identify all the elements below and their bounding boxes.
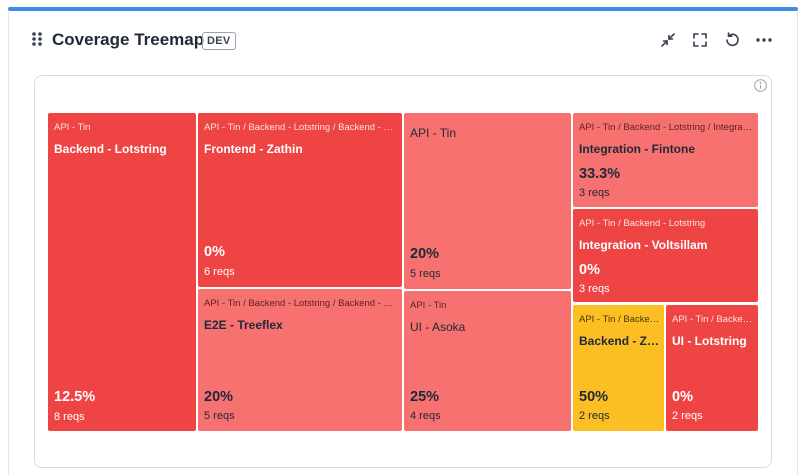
tile-reqs: 5 reqs [204,410,235,422]
tile-path: API - Tin / Backend - Zathin [579,314,660,325]
treemap-tile[interactable]: API - Tin 20% 5 reqs [404,113,571,289]
tile-coverage: 0% [672,389,693,405]
tile-name: UI - Asoka [410,320,466,334]
tile-name: Backend - Lotstring [54,142,167,156]
tile-reqs: 2 reqs [672,410,703,422]
tile-coverage: 50% [579,389,609,405]
tile-coverage: 33.3% [579,166,621,182]
treemap-tile[interactable]: API - Tin UI - Asoka 25% 4 reqs [404,291,571,431]
collapse-icon[interactable] [657,29,679,51]
tile-reqs: 3 reqs [579,283,610,295]
tile-reqs: 3 reqs [579,187,610,199]
tile-coverage: 25% [410,389,440,405]
tile-name: Integration - Fintone [579,142,695,156]
drag-handle-icon[interactable] [31,31,43,47]
tile-path: API - Tin / Backend - Lotstring / Backen… [204,298,398,309]
tile-name: API - Tin [410,126,457,140]
widget-title: Coverage Treemap [52,30,205,49]
more-icon[interactable] [753,29,775,51]
treemap-tile[interactable]: API - Tin / Backend - Lotstring / Backen… [198,113,402,287]
tile-path: API - Tin / Backend - Lotstring [579,218,706,229]
treemap-tile[interactable]: API - Tin Backend - Lotstring 12.5% 8 re… [48,113,196,431]
refresh-icon[interactable] [721,29,743,51]
tile-coverage: 0% [579,262,600,278]
tile-coverage: 20% [410,246,440,262]
tile-name: Integration - Voltsillam [579,238,708,252]
treemap-tile[interactable]: API - Tin / Backend - Lotstring / Backen… [198,289,402,431]
tile-path: API - Tin / Backend - Lotstring / Integr… [579,122,754,133]
treemap-tile[interactable]: API - Tin / Backend - Lotstring UI - Lot… [666,305,758,431]
tile-path: API - Tin / Backend - Lotstring / Backen… [204,122,398,133]
top-accent-bar [8,7,798,11]
info-icon[interactable] [754,79,767,92]
tile-reqs: 8 reqs [54,411,85,423]
treemap-tile[interactable]: API - Tin / Backend - Lotstring / Integr… [573,113,758,207]
env-badge: DEV [202,32,236,50]
tile-path: API - Tin / Backend - Lotstring [672,314,754,325]
tile-name: Backend - Zathin [579,334,660,348]
tile-coverage: 12.5% [54,389,96,405]
treemap-tile[interactable]: API - Tin / Backend - Lotstring Integrat… [573,209,758,302]
tile-coverage: 20% [204,389,234,405]
fullscreen-icon[interactable] [689,29,711,51]
tile-reqs: 2 reqs [579,410,610,422]
tile-reqs: 6 reqs [204,266,235,278]
treemap-tile[interactable]: API - Tin / Backend - Zathin Backend - Z… [573,305,664,431]
tile-name: Frontend - Zathin [204,142,303,156]
tile-name: UI - Lotstring [672,334,747,348]
tile-name: E2E - Treeflex [204,318,283,332]
tile-coverage: 0% [204,244,225,260]
tile-reqs: 5 reqs [410,268,441,280]
tile-path: API - Tin [410,300,447,311]
tile-reqs: 4 reqs [410,410,441,422]
tile-path: API - Tin [54,122,91,133]
